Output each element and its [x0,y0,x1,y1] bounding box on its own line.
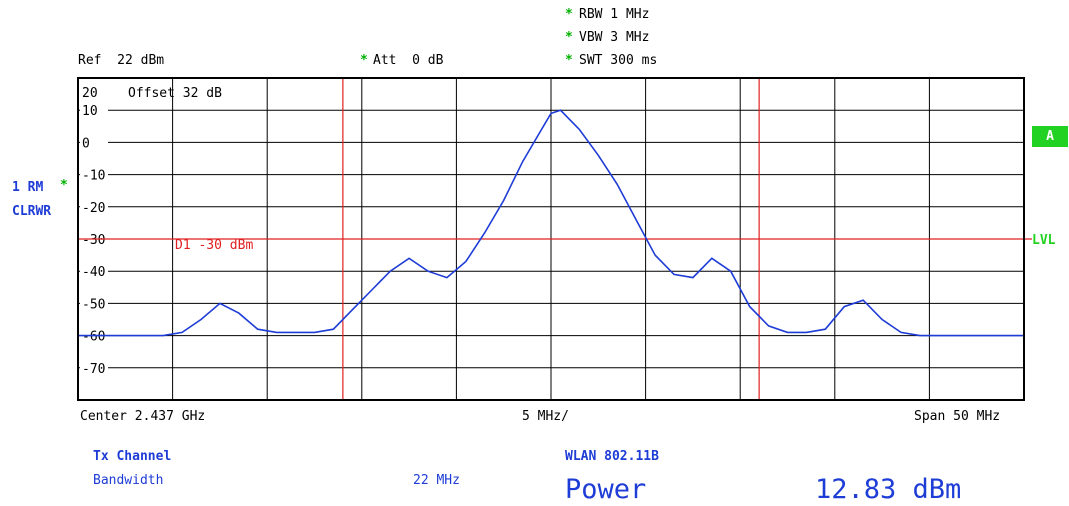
tx-channel-title: Tx Channel [93,449,172,464]
trace-label: 1 RM [12,180,44,195]
spectrum-trace [78,109,1024,337]
sweep-time: SWT 300 ms [579,53,658,68]
y-tick-label-bg [80,102,108,117]
rbw-star: * [565,7,573,22]
rbw: RBW 1 MHz [579,7,650,22]
trace-mode: CLRWR [12,204,52,219]
y-tick-label: -20 [82,201,105,216]
attenuation: Att 0 dB [373,53,444,68]
y-tick-label-bg [80,327,108,342]
swt-star: * [565,53,573,68]
power-label: Power [565,474,647,505]
y-tick-label: -60 [82,330,105,345]
y-tick-label: -70 [82,362,105,377]
y-tick-label: 20 [82,86,98,101]
bandwidth-value: 22 MHz [413,473,460,488]
y-tick-label: -40 [82,265,105,280]
plot-frame [77,77,1025,401]
y-tick-label-bg [80,198,108,213]
y-tick-label-bg [80,231,108,245]
ref-level: Ref 22 dBm [78,53,165,68]
y-tick-label: -30 [82,233,105,248]
y-tick-label: -10 [82,169,105,184]
trace-star: * [60,178,68,193]
wlan-standard: WLAN 802.11B [565,449,659,464]
y-tick-label-bg [80,134,108,149]
y-tick-label: -50 [82,297,105,312]
vbw: VBW 3 MHz [579,30,650,45]
trace-badge-a: A [1032,126,1068,147]
center-frequency: Center 2.437 GHz [80,409,206,424]
offset-label: Offset 32 dB [128,86,222,101]
bandwidth-label: Bandwidth [93,473,164,488]
span: Span 50 MHz [914,409,1001,424]
display-line-label: D1 -30 dBm [175,238,253,253]
y-tick-label-bg [80,166,108,181]
lvl-indicator: LVL [1032,233,1056,248]
y-tick-label-bg [80,263,108,278]
y-tick-label: 0 [82,136,90,151]
span-per-div: 5 MHz/ [522,409,569,424]
y-tick-label-bg [80,359,108,374]
y-tick-label-bg [80,295,108,310]
att-star: * [360,53,368,68]
vbw-star: * [565,30,573,45]
y-tick-label: 10 [82,104,98,119]
power-value: 12.83 dBm [815,474,962,505]
